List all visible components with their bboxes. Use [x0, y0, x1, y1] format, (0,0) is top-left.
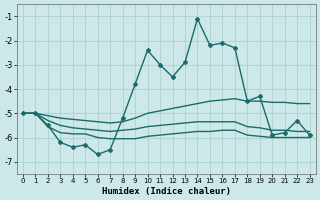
X-axis label: Humidex (Indice chaleur): Humidex (Indice chaleur) [102, 187, 231, 196]
